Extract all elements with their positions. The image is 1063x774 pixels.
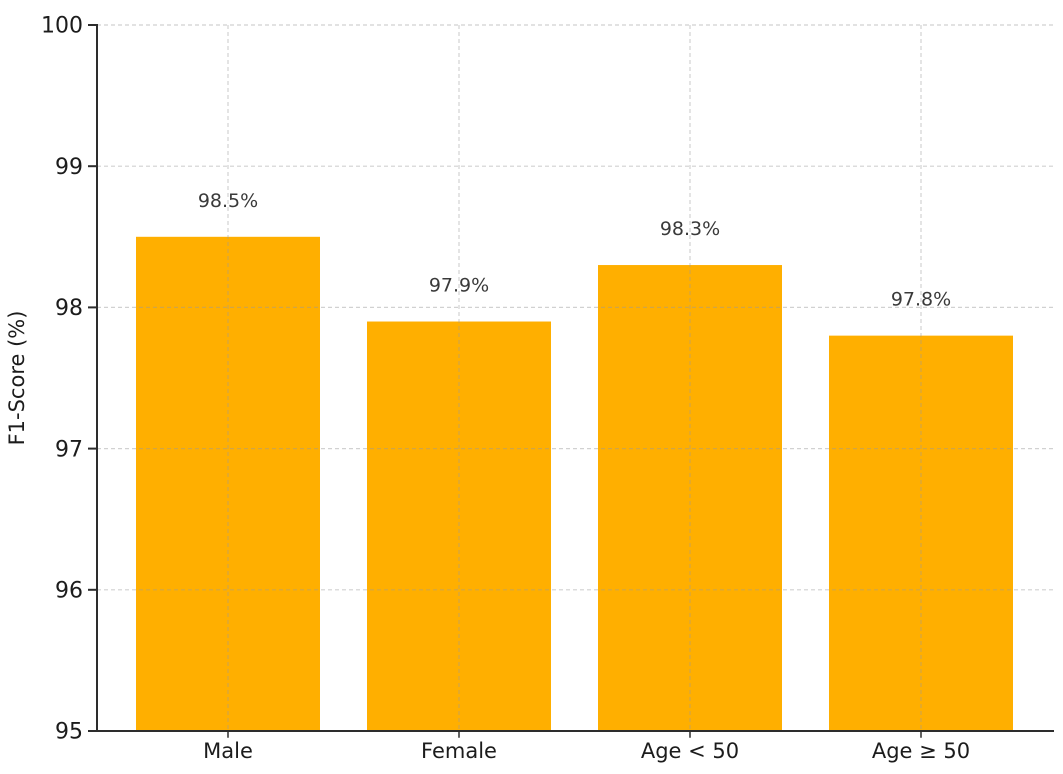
bar-value-label-0: 98.5% <box>198 190 258 212</box>
bar-value-label-2: 98.3% <box>660 218 720 240</box>
gridlines <box>97 24 1053 731</box>
x-tick-label-1: Female <box>421 739 497 763</box>
bar-male <box>136 236 320 732</box>
bar-age-50 <box>598 265 782 731</box>
bar-age-50 <box>829 335 1013 731</box>
bar-female <box>367 321 551 731</box>
x-tick-label-2: Age < 50 <box>641 739 739 763</box>
y-tick-label-95: 95 <box>55 720 83 745</box>
y-tick-label-96: 96 <box>55 579 83 604</box>
y-tick-label-100: 100 <box>41 14 83 39</box>
x-tick-label-0: Male <box>203 739 253 763</box>
x-tick-label-3: Age ≥ 50 <box>872 739 970 763</box>
y-tick-label-98: 98 <box>55 296 83 321</box>
y-axis-label: F1-Score (%) <box>5 311 29 446</box>
axes-spines <box>88 24 1054 738</box>
bar-value-label-3: 97.8% <box>891 289 951 311</box>
y-tick-label-97: 97 <box>55 437 83 462</box>
y-tick-label-99: 99 <box>55 155 83 180</box>
bar-value-label-1: 97.9% <box>429 275 489 297</box>
